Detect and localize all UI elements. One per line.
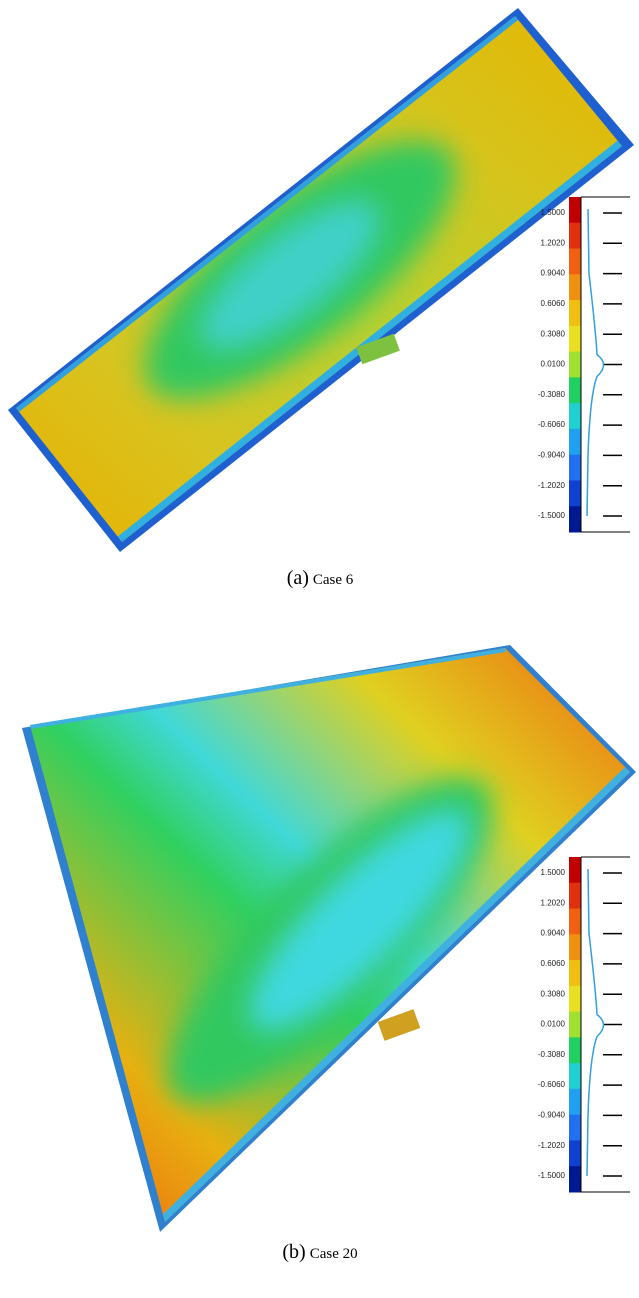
colorbar-segment: [569, 377, 581, 403]
colorbar-label: 0.0100: [541, 1020, 566, 1029]
colorbar-segment: [569, 326, 581, 352]
colorbar-segment: [569, 1012, 581, 1038]
colorbar-label: 0.6060: [541, 959, 566, 968]
colorbar-segment: [569, 506, 581, 532]
colorbar-segment: [569, 1089, 581, 1115]
colorbar-label: -1.2020: [538, 481, 566, 490]
caption-text: Case 20: [310, 1246, 358, 1262]
colorbar-label: 1.2020: [541, 898, 566, 907]
colorbar-label: 0.3080: [541, 329, 566, 338]
colorbar-segment: [569, 1037, 581, 1063]
colorbar-segment: [569, 197, 581, 223]
colorbar-label: -1.5000: [538, 1171, 566, 1180]
colorbar-segment: [569, 429, 581, 455]
caption-label: (a): [287, 567, 309, 589]
colorbar-label: -0.6060: [538, 420, 566, 429]
caption-text: Case 6: [313, 572, 354, 588]
colorbar: 1.5000 1.2020 0.9040 0.6060 0.3080 0.0100 -0.3…: [538, 197, 630, 533]
colorbar-segment: [569, 403, 581, 429]
colorbar-segment: [569, 223, 581, 249]
colorbar-segment: [569, 986, 581, 1012]
colorbar-segment: [569, 1140, 581, 1166]
colorbar-label: -0.9040: [538, 1111, 566, 1120]
colorbar-segment: [569, 274, 581, 300]
colorbar: 1.5000 1.2020 0.9040 0.6060 0.3080 0.0100 -0.3…: [538, 857, 630, 1193]
colorbar-label: 1.5000: [541, 868, 566, 877]
colorbar-segment: [569, 249, 581, 275]
colorbar-segment: [569, 352, 581, 378]
colorbar-segment: [569, 960, 581, 986]
figure: (a) Case 6 (b) Case 20 1.5000 1.2020 0.904…: [0, 0, 639, 1298]
colorbar-label: 0.9040: [541, 929, 566, 938]
caption-label: (b): [282, 1241, 305, 1263]
colorbar-label: 0.6060: [541, 299, 566, 308]
colorbar-segment: [569, 1115, 581, 1141]
colorbar-segment: [569, 883, 581, 909]
colorbar-segment: [569, 480, 581, 506]
colorbar-label: -1.5000: [538, 511, 566, 520]
colorbar-segment: [569, 300, 581, 326]
colorbar-label: -0.9040: [538, 451, 566, 460]
colorbar-label: -0.3080: [538, 1050, 566, 1059]
colorbar-label: 0.9040: [541, 269, 566, 278]
colorbar-label: -1.2020: [538, 1141, 566, 1150]
colorbar-label: 0.3080: [541, 989, 566, 998]
colorbar-label: 1.2020: [541, 238, 566, 247]
colorbar-segment: [569, 455, 581, 481]
caption: (a) Case 6: [287, 567, 354, 589]
colorbar-segment: [569, 857, 581, 883]
colorbar-segment: [569, 934, 581, 960]
caption: (b) Case 20: [282, 1241, 357, 1263]
colorbar-segment: [569, 1166, 581, 1192]
colorbar-segment: [569, 909, 581, 935]
colorbar-segment: [569, 1063, 581, 1089]
distribution-curve: [587, 869, 604, 1176]
distribution-curve: [587, 209, 604, 516]
colorbar-label: -0.3080: [538, 390, 566, 399]
colorbar-label: -0.6060: [538, 1080, 566, 1089]
colorbar-label: 0.0100: [541, 360, 566, 369]
colorbar-label: 1.5000: [541, 208, 566, 217]
scan-a: [8, 8, 634, 552]
